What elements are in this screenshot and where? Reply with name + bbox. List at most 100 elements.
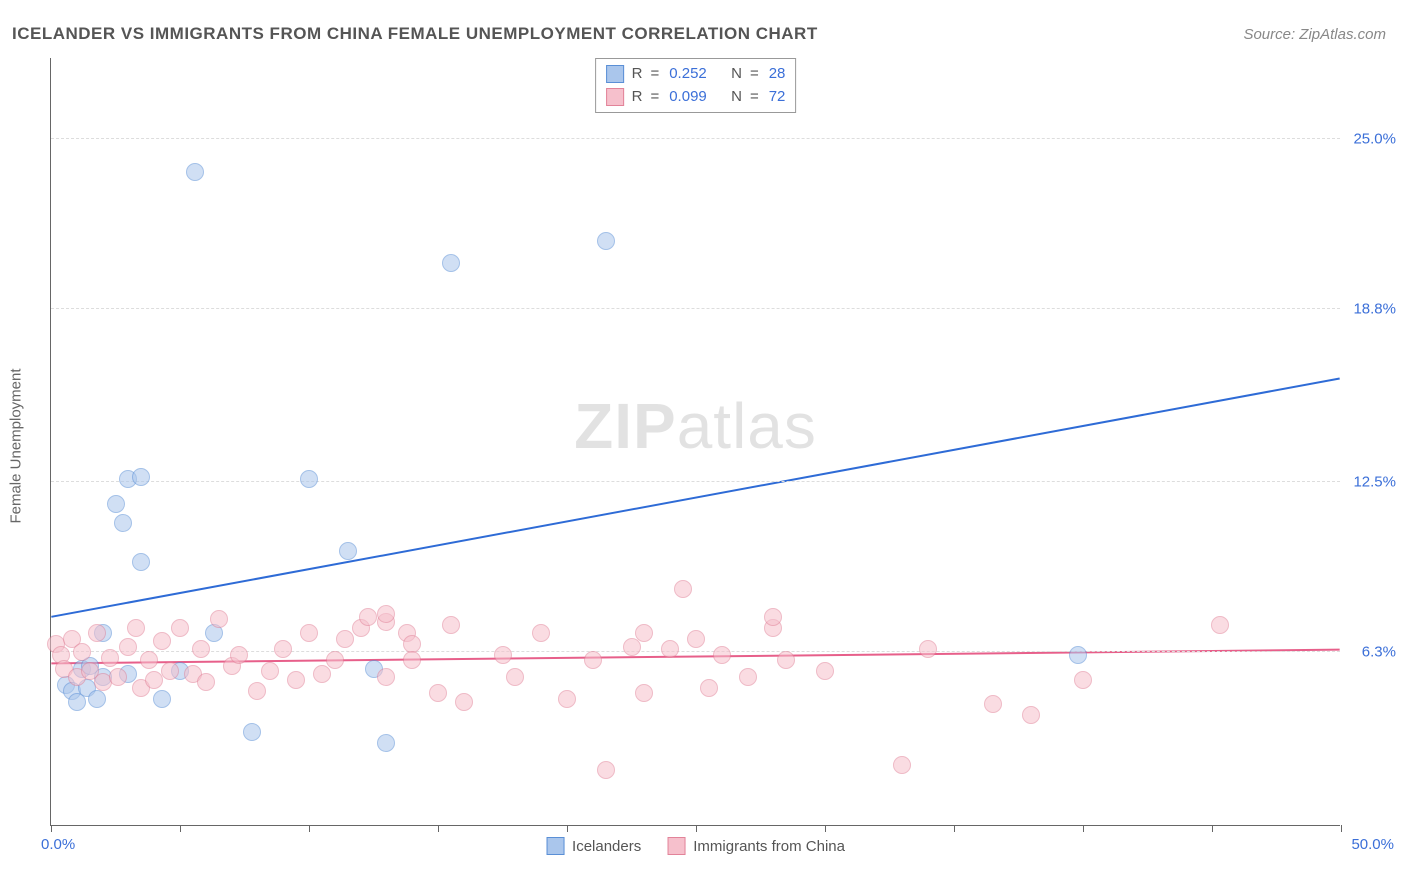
scatter-point [132,553,150,571]
scatter-point [816,662,834,680]
scatter-point [635,624,653,642]
scatter-point [893,756,911,774]
scatter-point [107,495,125,513]
x-tick [309,825,310,832]
scatter-point [261,662,279,680]
scatter-point [597,761,615,779]
scatter-point [153,690,171,708]
gridline [51,481,1340,482]
series-legend: Icelanders Immigrants from China [546,837,845,855]
stats-row-2: R = 0.099 N = 72 [606,86,786,109]
y-tick-label: 18.8% [1353,301,1396,318]
scatter-point [186,163,204,181]
scatter-point [403,651,421,669]
scatter-point [127,619,145,637]
y-tick-label: 25.0% [1353,131,1396,148]
gridline [51,308,1340,309]
scatter-point [674,580,692,598]
scatter-point [336,630,354,648]
stats-legend: R = 0.252 N = 28 R = 0.099 N = 72 [595,58,797,113]
x-tick [1083,825,1084,832]
chart-title: ICELANDER VS IMMIGRANTS FROM CHINA FEMAL… [12,24,818,44]
equals-icon: = [750,86,759,109]
swatch-series-1 [546,837,564,855]
scatter-point [494,646,512,664]
x-axis-min-label: 0.0% [41,836,75,853]
scatter-point [442,254,460,272]
r-value-1: 0.252 [669,63,707,86]
scatter-point [777,651,795,669]
scatter-point [739,668,757,686]
watermark: ZIPatlas [574,389,817,463]
r-label: R [632,86,643,109]
scatter-point [713,646,731,664]
x-tick [696,825,697,832]
scatter-point [73,643,91,661]
scatter-point [442,616,460,634]
scatter-point [161,662,179,680]
scatter-point [623,638,641,656]
scatter-point [377,734,395,752]
scatter-point [1022,706,1040,724]
scatter-point [326,651,344,669]
x-tick [567,825,568,832]
scatter-point [1211,616,1229,634]
scatter-point [101,649,119,667]
scatter-point [313,665,331,683]
scatter-point [558,690,576,708]
scatter-point [88,624,106,642]
gridline [51,138,1340,139]
plot-area: ZIPatlas R = 0.252 N = 28 R = 0.099 N [50,58,1340,826]
swatch-series-2 [667,837,685,855]
scatter-point [455,693,473,711]
scatter-point [506,668,524,686]
scatter-point [403,635,421,653]
legend-item-2: Immigrants from China [667,837,845,855]
scatter-point [429,684,447,702]
n-value-1: 28 [769,63,786,86]
trend-lines [51,58,1340,825]
scatter-point [114,514,132,532]
scatter-point [300,470,318,488]
equals-icon: = [650,86,659,109]
y-tick-label: 12.5% [1353,474,1396,491]
x-tick [1341,825,1342,832]
scatter-point [1074,671,1092,689]
scatter-point [300,624,318,642]
scatter-point [153,632,171,650]
scatter-point [243,723,261,741]
scatter-point [230,646,248,664]
legend-label-2: Immigrants from China [693,838,845,855]
n-label: N [731,86,742,109]
scatter-point [88,690,106,708]
scatter-point [197,673,215,691]
n-value-2: 72 [769,86,786,109]
scatter-point [192,640,210,658]
swatch-series-1 [606,65,624,83]
y-tick-label: 6.3% [1362,644,1396,661]
equals-icon: = [650,63,659,86]
scatter-point [687,630,705,648]
equals-icon: = [750,63,759,86]
x-tick [438,825,439,832]
scatter-point [210,610,228,628]
scatter-point [140,651,158,669]
scatter-point [377,668,395,686]
stats-row-1: R = 0.252 N = 28 [606,63,786,86]
scatter-point [597,232,615,250]
scatter-point [248,682,266,700]
legend-label-1: Icelanders [572,838,641,855]
scatter-point [635,684,653,702]
scatter-point [119,638,137,656]
x-tick [180,825,181,832]
scatter-point [377,605,395,623]
chart-container: ICELANDER VS IMMIGRANTS FROM CHINA FEMAL… [0,0,1406,892]
scatter-point [532,624,550,642]
scatter-point [700,679,718,697]
scatter-point [584,651,602,669]
x-tick [1212,825,1213,832]
x-axis-max-label: 50.0% [1351,836,1394,853]
scatter-point [764,608,782,626]
n-label: N [731,63,742,86]
scatter-point [359,608,377,626]
